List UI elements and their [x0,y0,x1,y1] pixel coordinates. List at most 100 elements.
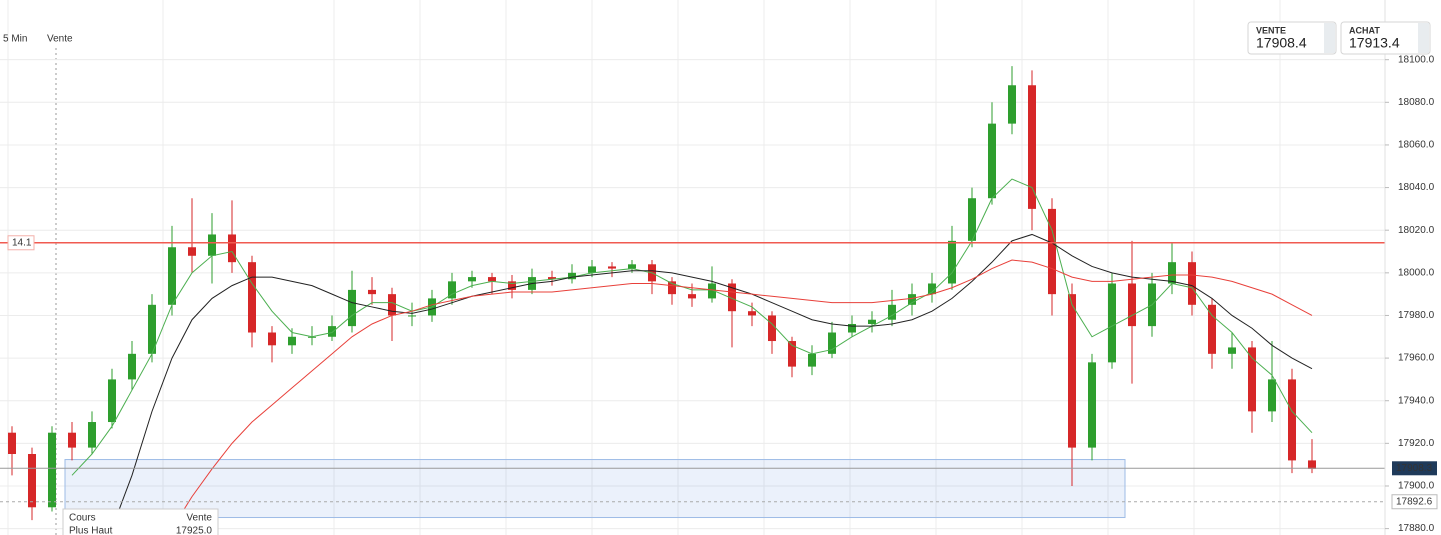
moving-average [111,233,1313,529]
candle-body [788,341,796,367]
y-tick-label: 17960.0 [1398,353,1435,364]
zone [64,459,1126,519]
candle-body [628,264,636,269]
y-tick-label: 17940.0 [1398,395,1435,406]
candle-body [808,353,816,367]
price-badge-label: 17908.3 [1396,463,1433,474]
candle-body [268,332,276,346]
candle-body [108,379,116,423]
buy-box[interactable] [1340,21,1431,55]
y-tick-label: 18040.0 [1398,182,1435,193]
candle-body [708,283,716,299]
buy-label: ACHAT [1349,25,1380,35]
candle-body [848,323,856,333]
candle-body [988,123,996,199]
tooltip-row-value: 17925.0 [176,526,213,535]
moving-average [71,178,1313,476]
candle-body [728,283,736,312]
candle-body [908,294,916,305]
level-label: 14.1 [12,237,32,248]
timeframe: 5 Min [3,34,27,45]
candle-body [348,289,356,327]
candle-body [1068,294,1076,448]
candle-body [668,281,676,295]
candle-body [448,281,456,299]
sell-label: VENTE [1256,25,1286,35]
y-tick-label: 18020.0 [1398,225,1435,236]
candle-body [168,247,176,305]
candle-body [1188,262,1196,305]
candle-body [248,262,256,333]
candle-body [1088,362,1096,448]
candle-body [1228,347,1236,354]
candle-body [968,198,976,241]
candle-body [948,240,956,284]
buy-strip [1418,23,1429,53]
candle-body [1268,379,1276,412]
alert-badge-label: 17892.6 [1396,496,1433,507]
candle-body [888,304,896,320]
candle-body [68,432,76,448]
candle-body [1108,283,1116,363]
candle-body [688,294,696,299]
candle-body [1168,262,1176,284]
candle-body [1028,85,1036,209]
candle-body [368,289,376,295]
sell-box[interactable] [1247,21,1337,55]
candle-body [828,332,836,354]
candle-body [488,277,496,282]
candle-body [868,319,876,324]
tooltip-row-label: Plus Haut [69,526,113,535]
candle-body [768,315,776,342]
candle-body [1048,208,1056,295]
sell-price: 17908.4 [1256,35,1307,51]
candle-body [128,353,136,380]
buy-price: 17913.4 [1349,35,1400,51]
y-tick-label: 17980.0 [1398,310,1435,321]
candle-body [188,247,196,256]
y-tick-label: 17880.0 [1398,523,1435,534]
price-badge [1392,461,1437,476]
candle-body [468,277,476,282]
y-tick-label: 17900.0 [1398,481,1435,492]
candle-body [748,311,756,316]
candle-body [288,336,296,346]
candle-body [548,277,556,280]
moving-average [171,259,1313,529]
candle-body [568,272,576,280]
candle-body [388,294,396,316]
candle-body [408,315,416,317]
candle-body [1008,85,1016,124]
candle-body [28,454,36,508]
tooltip-col2: Vente [186,513,212,524]
candle-body [228,234,236,263]
candle-body [328,326,336,337]
candle-body [8,432,16,455]
candle-body [1248,347,1256,412]
candle-body [928,283,936,295]
candle-body [1288,379,1296,461]
y-tick-label: 18080.0 [1398,97,1435,108]
y-tick-label: 18100.0 [1398,54,1435,65]
level-tag [7,235,35,251]
tooltip-col1: Cours [69,513,96,524]
price-axis [1385,0,1441,535]
sell-strip [1324,23,1335,53]
candle-body [1128,283,1136,327]
candle-body [608,266,616,269]
tooltip [62,508,219,535]
candle-body [88,422,96,448]
side: Vente [47,34,73,45]
candle-body [148,304,156,354]
y-tick-label: 18000.0 [1398,267,1435,278]
candle-body [508,281,516,290]
y-tick-label: 17920.0 [1398,438,1435,449]
candle-body [1308,460,1316,469]
candle-body [1208,304,1216,354]
candle-body [48,432,56,508]
candle-body [208,234,216,256]
alert-badge [1391,494,1438,510]
y-tick-label: 18060.0 [1398,140,1435,151]
